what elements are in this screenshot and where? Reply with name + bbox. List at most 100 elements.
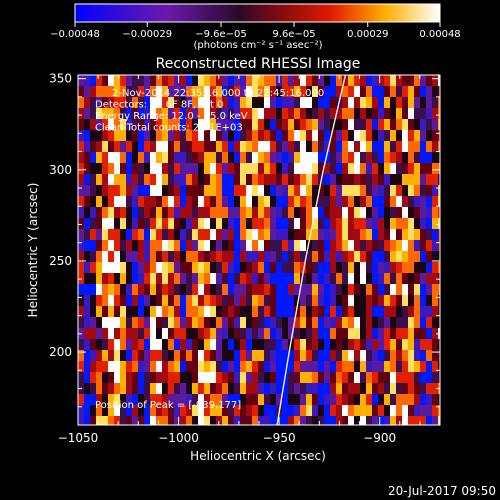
heatmap-cell (114, 262, 121, 274)
heatmap-cell (390, 372, 397, 384)
heatmap-cell (276, 328, 283, 340)
heatmap-cell (360, 405, 367, 417)
heatmap-cell (258, 152, 265, 164)
heatmap-cell (222, 218, 229, 230)
heatmap-cell (378, 361, 385, 373)
heatmap-cell (288, 284, 295, 296)
heatmap-cell (432, 163, 439, 175)
heatmap-cell (258, 372, 265, 384)
heatmap-cell (300, 383, 307, 395)
heatmap-cell (138, 240, 145, 252)
heatmap-cell (108, 86, 115, 98)
heatmap-cell (216, 328, 223, 340)
heatmap-cell (402, 306, 409, 318)
heatmap-cell (414, 284, 421, 296)
heatmap-cell (306, 130, 313, 142)
heatmap-cell (234, 108, 241, 120)
heatmap-cell (120, 262, 127, 274)
heatmap-cell (234, 328, 241, 340)
heatmap-cell (354, 273, 361, 285)
heatmap-cell (204, 372, 211, 384)
heatmap-cell (348, 174, 355, 186)
heatmap-cell (126, 339, 133, 351)
heatmap-cell (204, 218, 211, 230)
heatmap-cell (426, 306, 433, 318)
heatmap-cell (228, 372, 235, 384)
heatmap-cell (156, 361, 163, 373)
heatmap-cell (108, 273, 115, 285)
heatmap-cell (360, 328, 367, 340)
heatmap-cell (96, 207, 103, 219)
heatmap-cell (84, 394, 91, 406)
heatmap-cell (378, 185, 385, 197)
heatmap-cell (306, 141, 313, 153)
heatmap-cell (84, 372, 91, 384)
heatmap-cell (264, 317, 271, 329)
heatmap-cell (354, 339, 361, 351)
heatmap-cell (390, 152, 397, 164)
heatmap-cell (360, 372, 367, 384)
heatmap-cell (222, 328, 229, 340)
heatmap-cell (168, 328, 175, 340)
heatmap-cell (300, 416, 307, 425)
heatmap-cell (408, 394, 415, 406)
heatmap-cell (426, 361, 433, 373)
heatmap-cell (336, 394, 343, 406)
heatmap-cell (438, 97, 440, 109)
heatmap-cell (228, 229, 235, 241)
heatmap-cell (360, 174, 367, 186)
heatmap-cell (378, 174, 385, 186)
heatmap-cell (264, 361, 271, 373)
heatmap-cell (420, 97, 427, 109)
heatmap-cell (348, 339, 355, 351)
heatmap-cell (168, 185, 175, 197)
heatmap-cell (84, 295, 91, 307)
heatmap-cell (246, 240, 253, 252)
heatmap-cell (114, 361, 121, 373)
heatmap-cell (360, 119, 367, 131)
heatmap-cell (426, 141, 433, 153)
heatmap-cell (162, 141, 169, 153)
heatmap-cell (216, 240, 223, 252)
heatmap-cell (102, 405, 109, 417)
heatmap-cell (264, 141, 271, 153)
heatmap-cell (246, 251, 253, 263)
heatmap-cell (318, 284, 325, 296)
heatmap-cell (426, 262, 433, 274)
heatmap-cell (306, 284, 313, 296)
heatmap-cell (420, 339, 427, 351)
heatmap-cell (114, 405, 121, 417)
heatmap-cell (342, 163, 349, 175)
heatmap-cell (204, 75, 211, 87)
heatmap-cell (288, 196, 295, 208)
heatmap-cell (144, 405, 151, 417)
heatmap-cell (108, 284, 115, 296)
heatmap-cell (234, 240, 241, 252)
heatmap-cell (84, 119, 91, 131)
heatmap-cell (228, 196, 235, 208)
heatmap-cell (300, 339, 307, 351)
info-line: 2-Nov-2014 22:35:16.000 to 22:45:16.000 (112, 88, 324, 99)
heatmap-cell (354, 218, 361, 230)
heatmap-cell (366, 295, 373, 307)
heatmap-cell (366, 174, 373, 186)
heatmap-cell (252, 207, 259, 219)
heatmap-cell (222, 383, 229, 395)
heatmap-cell (96, 174, 103, 186)
colorbar-tick-label: −0.00029 (122, 29, 172, 40)
heatmap-cell (414, 108, 421, 120)
heatmap-cell (240, 372, 247, 384)
heatmap-cell (102, 163, 109, 175)
heatmap-cell (294, 196, 301, 208)
heatmap-cell (306, 229, 313, 241)
heatmap-cell (132, 306, 139, 318)
heatmap-cell (396, 207, 403, 219)
heatmap-cell (270, 141, 277, 153)
heatmap-cell (384, 108, 391, 120)
heatmap-cell (432, 284, 439, 296)
heatmap-cell (282, 108, 289, 120)
heatmap-cell (252, 75, 259, 87)
heatmap-cell (84, 240, 91, 252)
heatmap-cell (288, 416, 295, 425)
heatmap-cell (96, 295, 103, 307)
